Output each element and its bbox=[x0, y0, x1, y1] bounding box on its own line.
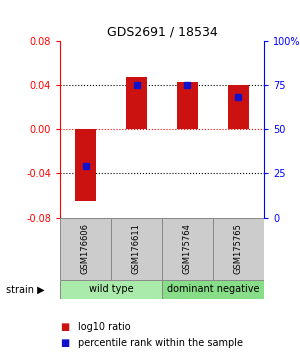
Text: GSM175765: GSM175765 bbox=[234, 223, 243, 274]
Bar bbox=[162, 280, 264, 299]
Text: GSM176606: GSM176606 bbox=[81, 223, 90, 274]
Text: percentile rank within the sample: percentile rank within the sample bbox=[78, 338, 243, 348]
Title: GDS2691 / 18534: GDS2691 / 18534 bbox=[106, 25, 218, 38]
Text: wild type: wild type bbox=[89, 284, 133, 295]
Bar bbox=[60, 280, 162, 299]
Bar bbox=[213, 218, 264, 280]
Text: GSM175764: GSM175764 bbox=[183, 223, 192, 274]
Text: ■: ■ bbox=[60, 338, 69, 348]
Bar bbox=[60, 218, 111, 280]
Bar bbox=[228, 85, 249, 129]
Text: GSM176611: GSM176611 bbox=[132, 223, 141, 274]
Text: ■: ■ bbox=[60, 322, 69, 332]
Text: log10 ratio: log10 ratio bbox=[78, 322, 130, 332]
Bar bbox=[162, 218, 213, 280]
Bar bbox=[75, 129, 96, 201]
Bar bbox=[111, 218, 162, 280]
Bar bbox=[177, 82, 198, 129]
Text: dominant negative: dominant negative bbox=[167, 284, 259, 295]
Bar bbox=[126, 77, 147, 129]
Text: strain ▶: strain ▶ bbox=[6, 284, 45, 295]
